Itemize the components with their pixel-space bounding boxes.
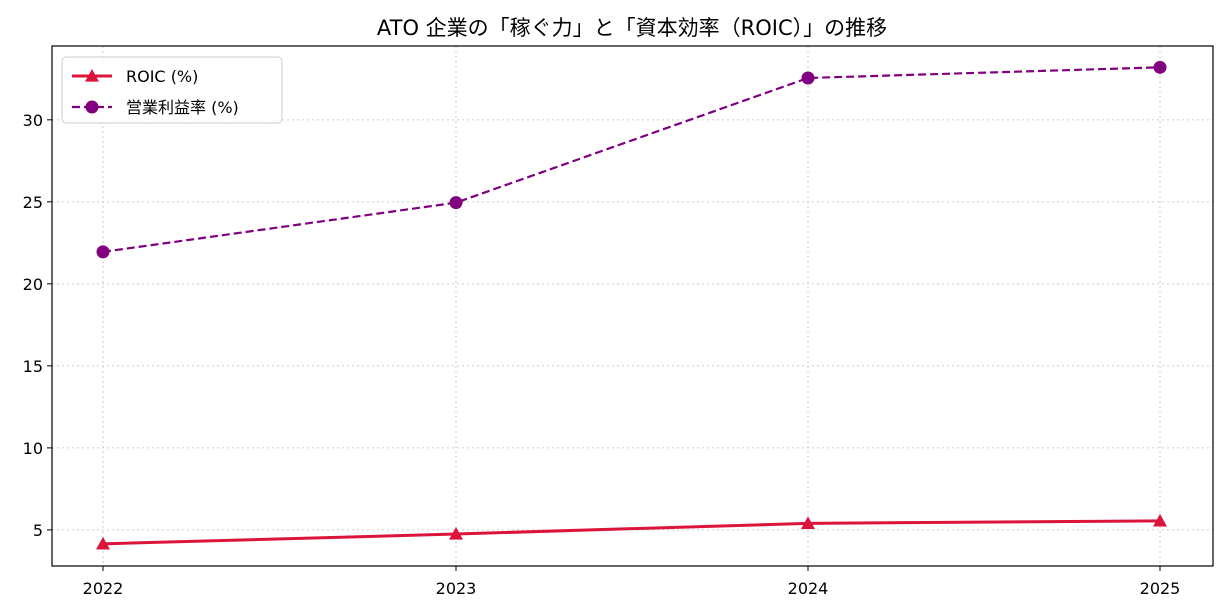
- data-point: [96, 536, 110, 550]
- series-layer: [96, 60, 1167, 550]
- legend-label: 営業利益率 (%): [126, 98, 239, 117]
- x-tick-label: 2024: [788, 579, 829, 598]
- legend-box: [61, 56, 283, 124]
- y-tick-label: 25: [23, 193, 43, 212]
- data-point: [449, 527, 463, 540]
- legend-item: ROIC (%): [72, 67, 198, 86]
- chart-title: ATO 企業の「稼ぐ力」と「資本効率（ROIC）」の推移: [377, 16, 887, 40]
- data-point: [801, 71, 815, 85]
- legend-marker: [85, 69, 99, 82]
- y-tick-label: 5: [33, 521, 43, 540]
- legend: ROIC (%) 営業利益率 (%): [61, 56, 283, 124]
- x-tick-label: 2025: [1140, 579, 1181, 598]
- grid-layer: [52, 46, 1213, 566]
- y-tick-label: 10: [23, 439, 43, 458]
- y-tick-label: 15: [23, 357, 43, 376]
- data-point: [96, 245, 110, 259]
- y-tick-label: 20: [23, 275, 43, 294]
- data-point: [801, 516, 815, 529]
- legend-marker: [85, 100, 99, 114]
- legend-item: 営業利益率 (%): [72, 98, 239, 117]
- series-operating-margin: [96, 60, 1167, 259]
- data-point: [449, 196, 463, 210]
- legend-label: ROIC (%): [126, 67, 198, 86]
- series-line: [102, 66, 1161, 253]
- plot-frame: [51, 45, 1214, 567]
- data-point: [1153, 513, 1167, 527]
- x-tick-label: 2022: [83, 579, 124, 598]
- series-roic: [96, 513, 1167, 550]
- data-point: [1153, 60, 1167, 74]
- y-tick-label: 30: [23, 111, 43, 130]
- series-line: [102, 519, 1161, 546]
- x-tick-label: 2023: [436, 579, 477, 598]
